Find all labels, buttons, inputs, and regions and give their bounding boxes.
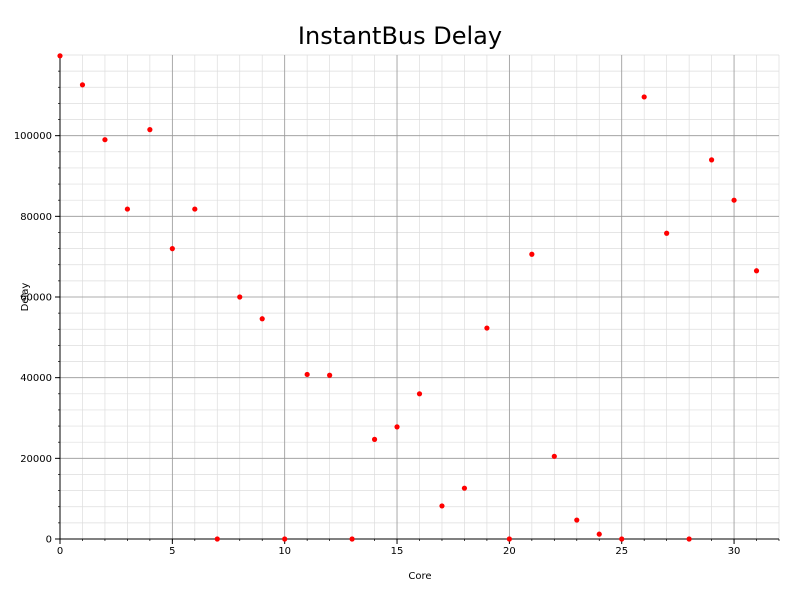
data-point bbox=[484, 325, 490, 331]
data-point bbox=[57, 53, 63, 59]
data-point bbox=[574, 517, 580, 523]
x-tick-label: 15 bbox=[391, 546, 404, 557]
data-point bbox=[169, 246, 175, 252]
x-tick-label: 0 bbox=[57, 546, 63, 557]
data-point bbox=[259, 316, 265, 322]
y-tick-label: 20000 bbox=[20, 454, 52, 465]
data-point bbox=[641, 94, 647, 100]
x-axis-ticks: 0 5 10 15 20 25 30 bbox=[57, 539, 741, 557]
data-point bbox=[506, 536, 512, 542]
chart-title: InstantBus Delay bbox=[298, 22, 502, 50]
data-point bbox=[394, 424, 400, 430]
x-tick-label: 30 bbox=[728, 546, 741, 557]
data-point bbox=[327, 372, 333, 378]
y-axis-label: Delay bbox=[20, 283, 31, 312]
data-point bbox=[551, 453, 557, 459]
data-point bbox=[753, 268, 760, 274]
data-point bbox=[237, 294, 243, 300]
data-point bbox=[416, 391, 423, 397]
data-point bbox=[304, 371, 310, 378]
y-tick-label: 0 bbox=[46, 535, 52, 546]
y-tick-label: 100000 bbox=[14, 131, 52, 142]
data-point bbox=[102, 137, 108, 143]
y-tick-label: 60000 bbox=[20, 293, 52, 304]
data-point bbox=[124, 206, 131, 212]
x-tick-label: 20 bbox=[503, 546, 516, 557]
data-point bbox=[619, 536, 625, 542]
data-point bbox=[596, 531, 602, 537]
x-tick-label: 25 bbox=[615, 546, 628, 557]
y-tick-label: 80000 bbox=[20, 212, 52, 223]
data-point bbox=[529, 251, 535, 257]
y-tick-label: 40000 bbox=[20, 373, 52, 384]
data-points bbox=[57, 53, 760, 542]
data-point bbox=[664, 230, 670, 236]
data-point bbox=[439, 503, 445, 509]
data-point bbox=[349, 536, 355, 542]
data-point bbox=[192, 206, 198, 212]
data-point bbox=[686, 536, 692, 542]
data-point bbox=[731, 197, 737, 203]
y-axis-ticks: 0 20000 40000 60000 80000 100000 bbox=[14, 131, 60, 546]
data-point bbox=[371, 436, 378, 442]
data-point bbox=[147, 127, 153, 133]
x-tick-label: 5 bbox=[169, 546, 175, 557]
data-point bbox=[461, 485, 468, 491]
data-point bbox=[214, 536, 220, 542]
x-tick-label: 10 bbox=[278, 546, 291, 557]
x-axis-label: Core bbox=[408, 571, 431, 582]
data-point bbox=[79, 82, 86, 88]
axes bbox=[58, 54, 780, 541]
data-point bbox=[708, 157, 715, 163]
data-point bbox=[282, 536, 288, 542]
